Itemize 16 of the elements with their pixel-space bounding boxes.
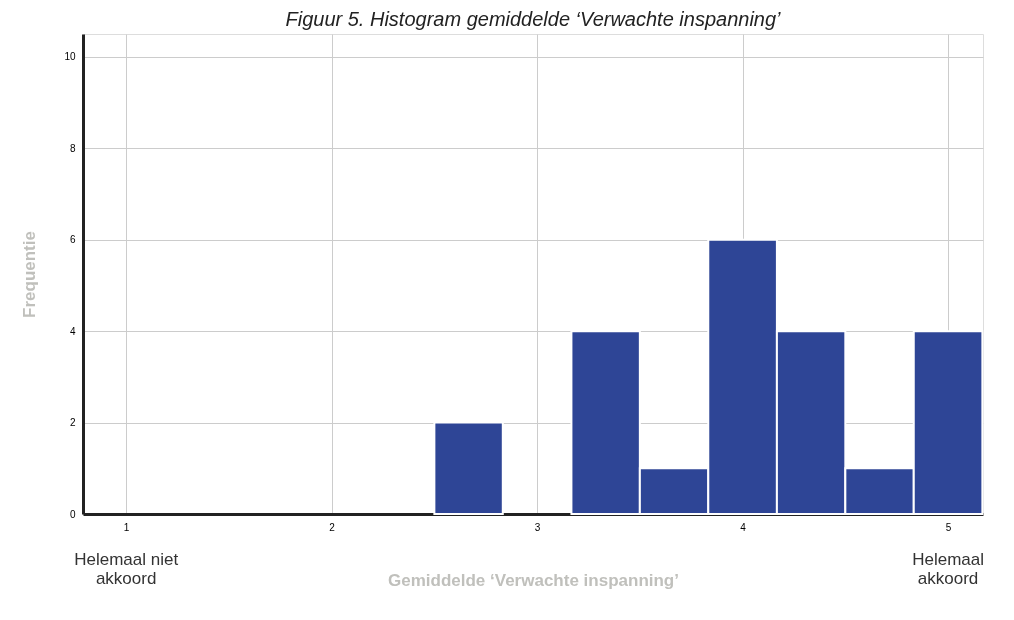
- y-tick-label: 0: [69, 508, 76, 520]
- y-axis-title: Frequentie: [20, 231, 40, 318]
- x-tick-label: 5: [945, 521, 952, 533]
- chart-title: Figuur 5. Histogram gemiddelde ‘Verwachte inspanning’: [285, 8, 782, 30]
- x-tick-label: 3: [534, 521, 541, 533]
- x-tick-label: 2: [329, 521, 336, 533]
- x-axis-title: Gemiddelde ‘Verwachte inspanning’: [388, 570, 679, 590]
- y-tick-label: 6: [69, 234, 76, 246]
- text: Helemaal niet akkoord: [74, 550, 179, 588]
- y-tick-label: 2: [69, 417, 76, 429]
- y-tick-label: 8: [69, 142, 76, 154]
- y-tick-label: 10: [64, 51, 76, 63]
- text: Helemaal akkoord: [912, 550, 984, 588]
- x-tick-label: 1: [123, 521, 130, 533]
- x-tick-label: 4: [740, 521, 747, 533]
- y-tick-label: 4: [69, 325, 76, 337]
